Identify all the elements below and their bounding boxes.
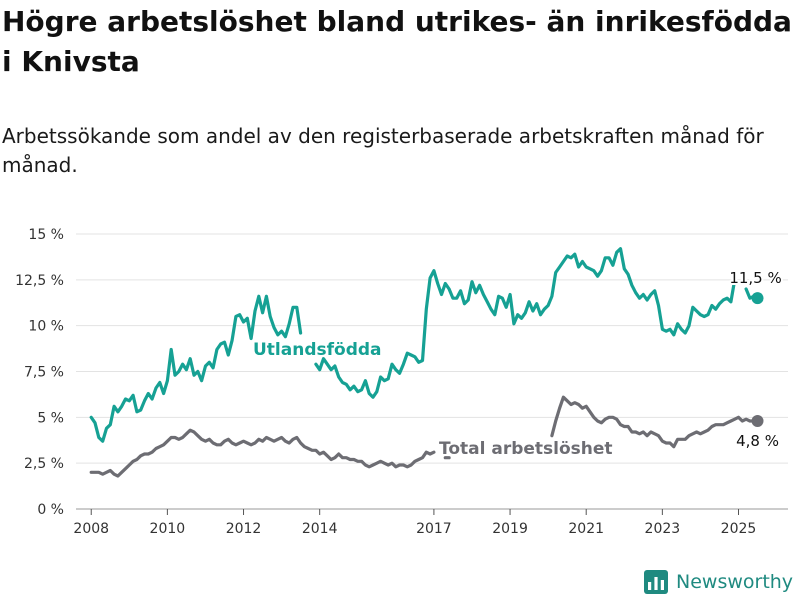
end-value-label-utlandsfodda: 11,5 % xyxy=(729,269,781,287)
series-line-total xyxy=(550,395,760,449)
y-tick-label: 5 % xyxy=(37,410,64,426)
x-tick-label: 2025 xyxy=(721,521,757,537)
x-tick-label: 2021 xyxy=(568,521,604,537)
newsworthy-logo-icon xyxy=(644,570,668,594)
x-tick-label: 2014 xyxy=(302,521,338,537)
series-line-utlandsfodda xyxy=(89,294,303,443)
newsworthy-brand[interactable]: Newsworthy xyxy=(644,566,793,598)
y-tick-label: 15 % xyxy=(28,227,64,243)
x-tick-label: 2019 xyxy=(492,521,528,537)
end-marker-total xyxy=(751,415,764,427)
end-value-label-total: 4,8 % xyxy=(736,432,779,450)
x-tick-label: 2008 xyxy=(73,521,109,537)
end-marker-utlandsfodda xyxy=(751,292,764,305)
chart-subtitle: Arbetssökande som andel av den registerb… xyxy=(2,124,764,177)
y-tick-label: 7,5 % xyxy=(24,365,64,381)
x-tick-label: 2023 xyxy=(645,521,681,537)
y-tick-label: 12,5 % xyxy=(15,273,64,289)
y-tick-label: 10 % xyxy=(28,319,64,335)
brand-name: Newsworthy xyxy=(676,571,794,593)
x-tick-label: 2010 xyxy=(150,521,186,537)
series-line-utlandsfodda xyxy=(314,247,737,399)
chart-title: Högre arbetslöshet bland utrikes- än inr… xyxy=(2,5,792,78)
series-line-total xyxy=(89,428,436,478)
x-tick-label: 2012 xyxy=(226,521,262,537)
y-tick-label: 2,5 % xyxy=(24,456,64,472)
series-label-total: Total arbetslöshet xyxy=(439,439,613,459)
x-tick-label: 2017 xyxy=(416,521,452,537)
y-tick-label: 0 % xyxy=(37,502,64,518)
series-label-utlandsfodda: Utlandsfödda xyxy=(253,340,382,360)
